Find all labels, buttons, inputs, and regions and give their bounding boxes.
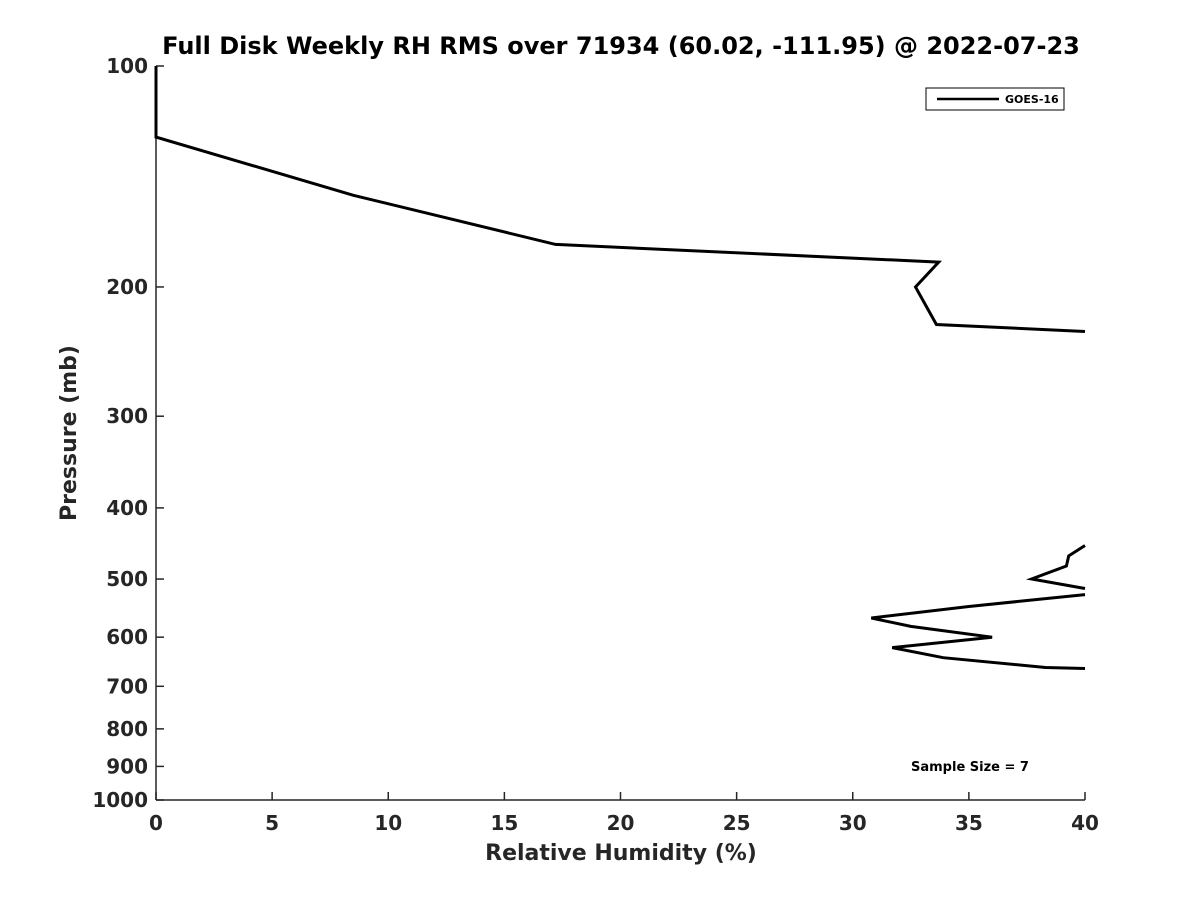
chart-title: Full Disk Weekly RH RMS over 71934 (60.0… <box>162 32 1080 60</box>
y-tick-label: 500 <box>106 567 148 591</box>
x-tick-label: 20 <box>607 811 635 835</box>
x-tick-label: 35 <box>955 811 983 835</box>
y-tick-label: 300 <box>106 404 148 428</box>
sample-size-annotation: Sample Size = 7 <box>911 760 1029 775</box>
legend-label: GOES-16 <box>1005 93 1059 106</box>
y-tick-label: 400 <box>106 496 148 520</box>
x-tick-label: 15 <box>490 811 518 835</box>
y-tick-label: 600 <box>106 625 148 649</box>
y-tick-label: 800 <box>106 717 148 741</box>
y-tick-label: 700 <box>106 674 148 698</box>
legend: GOES-16 <box>925 87 1065 111</box>
series-line-goes-16 <box>870 593 1086 670</box>
x-axis-label: Relative Humidity (%) <box>485 841 757 866</box>
x-tick-label: 5 <box>265 811 279 835</box>
y-axis-label: Pressure (mb) <box>57 345 82 521</box>
x-tick-label: 25 <box>723 811 751 835</box>
y-tick-label: 1000 <box>92 788 148 812</box>
y-tick-label: 200 <box>106 275 148 299</box>
series-line-goes-16 <box>1025 544 1086 590</box>
x-tick-label: 40 <box>1071 811 1099 835</box>
x-tick-label: 10 <box>374 811 402 835</box>
y-tick-label: 900 <box>106 754 148 778</box>
plot-area: 0 5 10 15 20 25 30 35 40 100 200 300 400 500 600 700 800… <box>92 54 1099 835</box>
x-tick-label: 0 <box>149 811 163 835</box>
series-line-goes-16 <box>154 66 1086 333</box>
y-tick-label: 100 <box>106 54 148 78</box>
x-tick-label: 30 <box>839 811 867 835</box>
